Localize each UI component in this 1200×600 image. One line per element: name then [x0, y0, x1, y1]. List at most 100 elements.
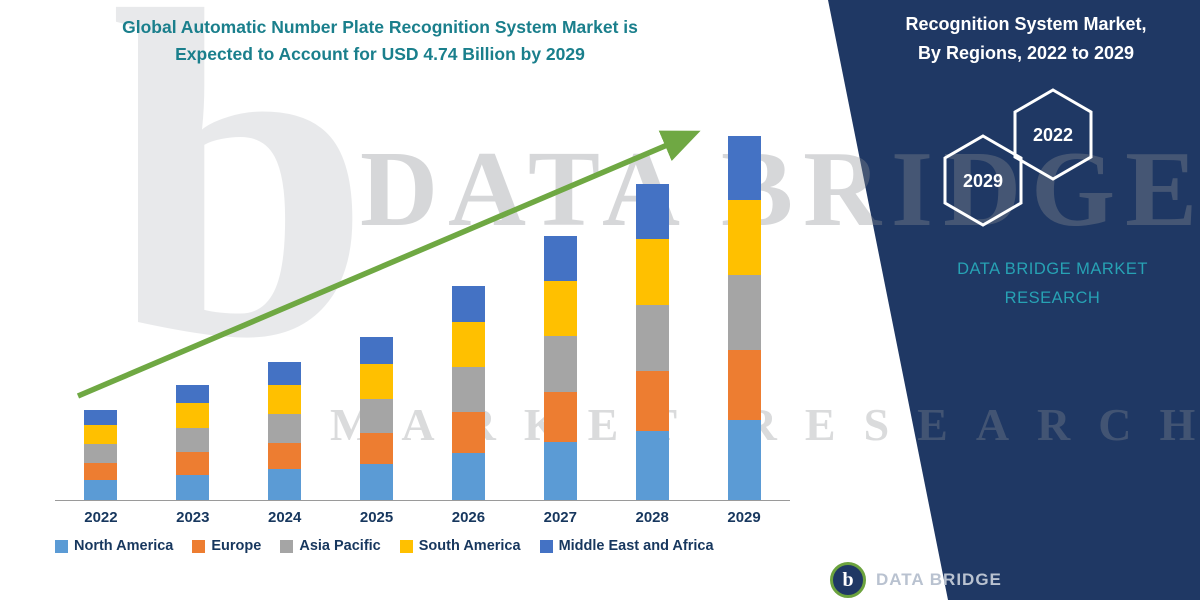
side-panel-title-line2: By Regions, 2022 to 2029	[917, 43, 1135, 63]
x-axis-label: 2023	[176, 509, 210, 526]
bar-2026	[451, 285, 485, 500]
legend-item: South America	[399, 538, 521, 554]
hexagon-2029-outline	[943, 134, 1023, 227]
bar-segment	[635, 371, 669, 431]
bar-segment	[635, 430, 669, 500]
x-axis-label: 2025	[359, 509, 394, 526]
bar-column-2029	[698, 136, 790, 500]
bar-2028	[635, 184, 669, 500]
x-axis-label: 2022	[84, 509, 118, 526]
bar-segment	[635, 184, 669, 239]
bar-segment	[727, 136, 761, 200]
bar-segment	[451, 285, 485, 322]
bar-segment	[727, 350, 761, 421]
bar-2025	[360, 337, 394, 500]
hexagon-year-badges: 2029 2022	[943, 88, 1093, 227]
legend-label: Europe	[211, 538, 262, 554]
bar-segment	[360, 364, 394, 399]
chart-title-line2: Expected to Account for USD 4.74 Billion…	[175, 44, 585, 64]
footer-logo: b DATA BRIDGE	[830, 562, 1002, 598]
side-panel-title-line1: Recognition System Market,	[905, 14, 1147, 34]
bar-segment	[543, 281, 577, 337]
bar-segment	[84, 443, 118, 464]
bar-segment	[543, 235, 577, 282]
bars-row	[55, 136, 790, 500]
brand-text-line2: RESEARCH	[1004, 289, 1101, 307]
chart-title-line1: Global Automatic Number Plate Recognitio…	[122, 17, 638, 37]
hexagon-2022-outline	[1013, 88, 1093, 181]
bar-segment	[268, 384, 302, 415]
legend-swatch	[399, 539, 413, 553]
x-axis-labels: 2022 2023 2024 2025 2026 2027 2028 2029	[55, 509, 790, 526]
footer-logo-text: DATA BRIDGE	[876, 570, 1002, 589]
x-axis-label: 2027	[543, 509, 577, 526]
x-axis-label: 2029	[727, 509, 761, 526]
bar-segment	[268, 361, 302, 385]
bar-segment	[635, 304, 669, 371]
bar-segment	[635, 238, 669, 305]
bar-segment	[84, 480, 118, 500]
legend-label: North America	[74, 538, 174, 554]
legend-item: North America	[55, 538, 173, 554]
x-axis-label: 2028	[635, 509, 669, 526]
bar-column-2028	[606, 136, 698, 500]
bar-segment	[176, 384, 210, 404]
bar-segment	[360, 463, 394, 500]
stacked-bar-chart: 2022 2023 2024 2025 2026 2027 2028 2029	[55, 136, 790, 526]
bar-column-2022	[55, 136, 147, 500]
bar-segment	[176, 403, 210, 428]
bar-2022	[84, 410, 118, 500]
chart-title: Global Automatic Number Plate Recognitio…	[40, 14, 720, 68]
bar-2029	[727, 136, 761, 500]
bar-2023	[176, 384, 210, 500]
bar-segment	[543, 441, 577, 500]
x-axis-label: 2026	[451, 509, 486, 526]
bar-segment	[268, 469, 302, 500]
bar-segment	[268, 443, 302, 470]
bar-column-2027	[514, 136, 606, 500]
x-axis-line	[55, 500, 790, 501]
legend-swatch	[192, 539, 206, 553]
legend-swatch	[55, 539, 68, 553]
bar-segment	[451, 453, 485, 500]
bar-segment	[84, 410, 118, 425]
hexagon-2029-label: 2029	[963, 171, 1003, 191]
x-axis-label: 2024	[268, 509, 302, 526]
bar-segment	[176, 474, 210, 500]
bar-segment	[727, 199, 761, 276]
legend-swatch	[539, 539, 553, 553]
bar-segment	[727, 275, 761, 351]
bar-column-2025	[331, 136, 423, 500]
bar-segment	[176, 427, 210, 453]
bar-column-2026	[423, 136, 515, 500]
hexagon-2022-label: 2022	[1033, 125, 1073, 145]
bar-segment	[543, 336, 577, 392]
legend-item: Middle East and Africa	[539, 538, 714, 554]
legend-label: Middle East and Africa	[558, 538, 714, 554]
bar-segment	[84, 424, 118, 444]
chart-legend: North America Europe Asia Pacific South Ame…	[55, 538, 795, 554]
bar-segment	[84, 463, 118, 481]
bar-segment	[268, 414, 302, 444]
bar-2027	[543, 235, 577, 500]
legend-item: Asia Pacific	[280, 538, 381, 554]
side-panel-title: Recognition System Market, By Regions, 2…	[858, 10, 1194, 68]
bar-segment	[451, 321, 485, 368]
bar-segment	[543, 391, 577, 442]
legend-item: Europe	[192, 538, 261, 554]
bar-segment	[360, 433, 394, 464]
bar-segment	[451, 412, 485, 454]
bar-column-2024	[239, 136, 331, 500]
bar-segment	[360, 337, 394, 365]
bar-column-2023	[147, 136, 239, 500]
legend-swatch	[280, 539, 294, 553]
brand-text-line1: DATA BRIDGE MARKET	[957, 260, 1148, 278]
legend-label: South America	[418, 538, 521, 554]
legend-label: Asia Pacific	[299, 538, 381, 554]
bar-2024	[268, 361, 302, 500]
data-bridge-logo-icon: b	[830, 562, 866, 598]
bar-segment	[451, 367, 485, 413]
bar-segment	[727, 420, 761, 500]
bar-segment	[360, 398, 394, 434]
brand-text: DATA BRIDGE MARKET RESEARCH	[915, 255, 1190, 313]
